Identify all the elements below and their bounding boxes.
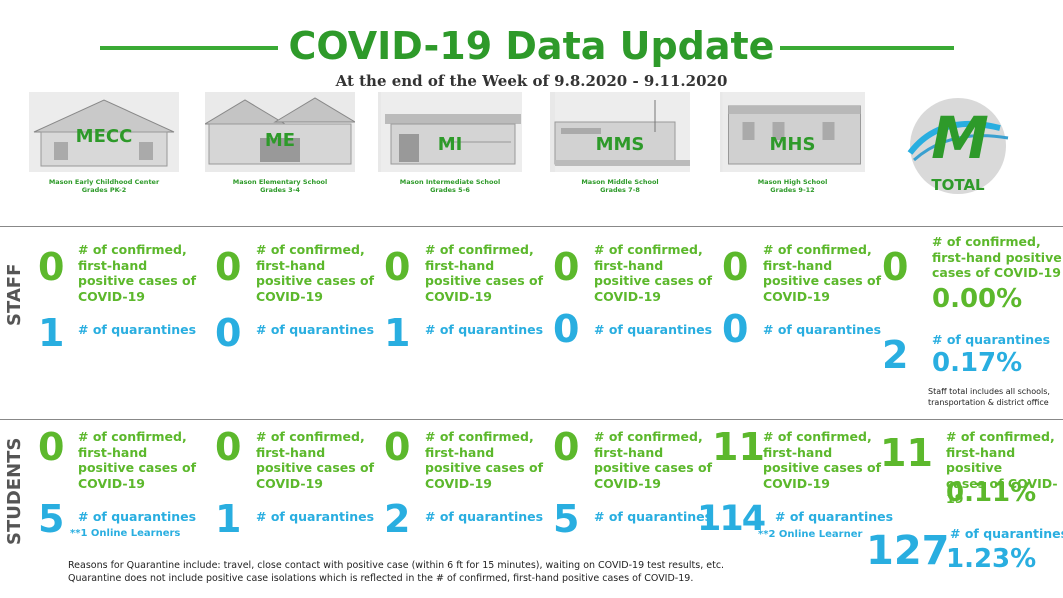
page-subtitle: At the end of the Week of 9.8.2020 - 9.1… bbox=[335, 72, 728, 90]
school-mhs: MHS Mason High School Grades 9-12 bbox=[720, 92, 870, 202]
divider-top bbox=[0, 226, 1063, 227]
divider-middle bbox=[0, 419, 1063, 420]
staff-confirmed-mhs: 0 bbox=[722, 245, 749, 289]
students-confirmed-mms: 0 bbox=[553, 425, 580, 469]
students-quarantines-mhs: 114 bbox=[697, 499, 766, 539]
students-confirmed-label: # of confirmed, first-hand positive case… bbox=[425, 429, 544, 491]
school-abbr: ME bbox=[264, 130, 296, 151]
school-name-text: Mason Early Childhood Center bbox=[48, 178, 160, 186]
logo-icon bbox=[907, 98, 1009, 194]
students-quarantines-me: 1 bbox=[215, 497, 242, 541]
school-name-text: Mason Middle School bbox=[581, 178, 659, 186]
school-full-name: Mason High School Grades 9-12 bbox=[720, 178, 865, 194]
school-grades: Grades 3-4 bbox=[260, 186, 300, 194]
staff-total-quarantines: 2 bbox=[882, 333, 909, 377]
school-abbr: MECC bbox=[75, 126, 133, 147]
staff-confirmed-label: # of confirmed, first-hand positive case… bbox=[594, 242, 713, 304]
staff-quarantines-label: # of quarantines bbox=[594, 322, 713, 337]
staff-confirmed-label: # of confirmed, first-hand positive case… bbox=[256, 242, 375, 304]
students-confirmed-label: # of confirmed, first-hand positive case… bbox=[78, 429, 197, 491]
students-section-label: STUDENTS bbox=[4, 437, 25, 545]
students-quarantines-label: # of quarantines bbox=[594, 509, 713, 524]
staff-confirmed-mi: 0 bbox=[384, 245, 411, 289]
school-full-name: Mason Elementary School Grades 3-4 bbox=[205, 178, 355, 194]
building-image bbox=[29, 92, 179, 172]
school-grades: Grades 7-8 bbox=[600, 186, 640, 194]
students-confirmed-mi: 0 bbox=[384, 425, 411, 469]
students-quarantines-mi: 2 bbox=[384, 497, 411, 541]
building-image bbox=[205, 92, 355, 172]
school-name-text: Mason Elementary School bbox=[232, 178, 328, 186]
school-full-name: Mason Middle School Grades 7-8 bbox=[550, 178, 690, 194]
total-label: TOTAL bbox=[931, 176, 985, 194]
school-abbr: MHS bbox=[769, 134, 816, 155]
school-grades: Grades 5-6 bbox=[430, 186, 470, 194]
staff-quarantines-label: # of quarantines bbox=[425, 322, 544, 337]
students-confirmed-mhs: 11 bbox=[712, 425, 765, 469]
title-rule-left bbox=[100, 46, 278, 50]
staff-quarantines-label: # of quarantines bbox=[763, 322, 882, 337]
school-grades: Grades PK-2 bbox=[81, 186, 127, 194]
staff-confirmed-label: # of confirmed, first-hand positive case… bbox=[763, 242, 882, 304]
staff-quarantines-label: # of quarantines bbox=[256, 322, 375, 337]
students-total-confirmed-pct: 0.11% bbox=[946, 478, 1037, 508]
school-abbr: MI bbox=[437, 134, 463, 155]
title-rule-right bbox=[780, 46, 954, 50]
staff-confirmed-mecc: 0 bbox=[38, 245, 65, 289]
online-learners-note-mhs: **2 Online Learner bbox=[758, 529, 863, 540]
building-image bbox=[378, 92, 522, 172]
staff-total-quarantines-pct: 0.17% bbox=[932, 348, 1023, 378]
staff-quarantines-me: 0 bbox=[215, 311, 242, 355]
students-quarantines-label: # of quarantines bbox=[256, 509, 375, 524]
students-total-confirmed: 11 bbox=[880, 431, 933, 475]
building-image bbox=[720, 92, 865, 172]
building-image bbox=[550, 92, 690, 172]
school-abbr: MMS bbox=[595, 134, 645, 155]
students-quarantines-label: # of quarantines bbox=[425, 509, 544, 524]
students-total-quarantines-pct: 1.23% bbox=[946, 544, 1037, 574]
staff-total-confirmed: 0 bbox=[882, 245, 909, 289]
students-quarantines-mecc: 5 bbox=[38, 497, 65, 541]
students-confirmed-me: 0 bbox=[215, 425, 242, 469]
students-confirmed-label: # of confirmed, first-hand positive case… bbox=[594, 429, 713, 491]
students-total-confirmed-label: # of confirmed, first-hand positive case… bbox=[946, 429, 1058, 506]
staff-section-label: STAFF bbox=[4, 263, 25, 326]
students-quarantines-label: # of quarantines bbox=[775, 509, 894, 524]
staff-total-confirmed-pct: 0.00% bbox=[932, 284, 1023, 314]
staff-confirmed-me: 0 bbox=[215, 245, 242, 289]
staff-quarantines-label: # of quarantines bbox=[78, 322, 197, 337]
staff-confirmed-label: # of confirmed, first-hand positive case… bbox=[78, 242, 197, 304]
staff-quarantines-mecc: 1 bbox=[38, 311, 65, 355]
school-full-name: Mason Intermediate School Grades 5-6 bbox=[378, 178, 522, 194]
students-confirmed-label: # of confirmed, first-hand positive case… bbox=[256, 429, 375, 491]
students-confirmed-label: # of confirmed, first-hand positive case… bbox=[763, 429, 882, 491]
staff-quarantines-mi: 1 bbox=[384, 311, 411, 355]
school-mecc: MECC Mason Early Childhood Center Grades … bbox=[29, 92, 179, 202]
school-name-text: Mason High School bbox=[757, 178, 828, 186]
staff-quarantines-mms: 0 bbox=[553, 307, 580, 351]
staff-confirmed-mms: 0 bbox=[553, 245, 580, 289]
staff-total-note: Staff total includes all schools, transp… bbox=[928, 387, 1050, 407]
staff-total-quarantines-label: # of quarantines bbox=[932, 332, 1051, 347]
students-quarantines-mms: 5 bbox=[553, 497, 580, 541]
district-logo: M TOTAL bbox=[900, 98, 1020, 198]
staff-total-confirmed-label: # of confirmed, first-hand positive case… bbox=[932, 234, 1062, 280]
students-confirmed-mecc: 0 bbox=[38, 425, 65, 469]
school-name-text: Mason Intermediate School bbox=[399, 178, 501, 186]
quarantine-footnote: Reasons for Quarantine include: travel, … bbox=[68, 560, 725, 584]
page-title: COVID-19 Data Update bbox=[288, 24, 775, 68]
school-mms: MMS Mason Middle School Grades 7-8 bbox=[550, 92, 700, 202]
logo-letter: M bbox=[931, 104, 989, 172]
staff-confirmed-label: # of confirmed, first-hand positive case… bbox=[425, 242, 544, 304]
students-total-quarantines: 127 bbox=[866, 528, 950, 574]
school-grades: Grades 9-12 bbox=[770, 186, 815, 194]
school-mi: MI Mason Intermediate School Grades 5-6 bbox=[378, 92, 528, 202]
students-total-quarantines-label: # of quarantines bbox=[950, 526, 1063, 541]
online-learners-note-mecc: **1 Online Learners bbox=[70, 528, 181, 539]
school-me: ME Mason Elementary School Grades 3-4 bbox=[205, 92, 355, 202]
school-full-name: Mason Early Childhood Center Grades PK-2 bbox=[29, 178, 179, 194]
students-quarantines-label: # of quarantines bbox=[78, 509, 197, 524]
staff-quarantines-mhs: 0 bbox=[722, 307, 749, 351]
